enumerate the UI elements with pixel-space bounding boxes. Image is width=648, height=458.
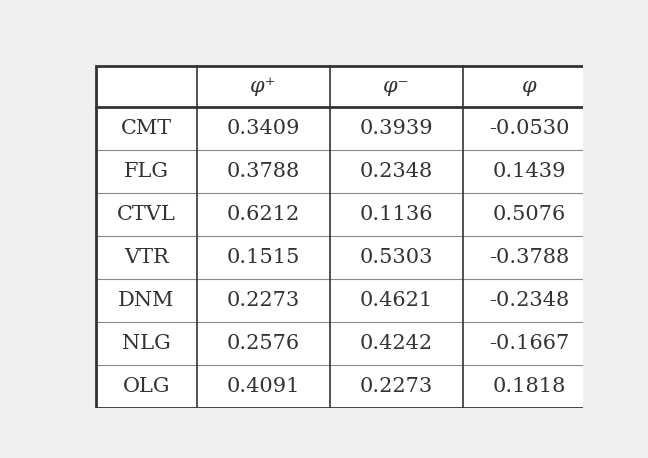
Text: OLG: OLG bbox=[122, 376, 170, 396]
Text: φ: φ bbox=[522, 77, 537, 96]
Text: 0.4621: 0.4621 bbox=[360, 291, 433, 310]
Text: 0.2273: 0.2273 bbox=[360, 376, 433, 396]
Text: -0.0530: -0.0530 bbox=[489, 119, 570, 138]
Text: 0.4242: 0.4242 bbox=[360, 334, 433, 353]
Text: 0.4091: 0.4091 bbox=[226, 376, 300, 396]
Text: DNM: DNM bbox=[118, 291, 174, 310]
Text: CMT: CMT bbox=[121, 119, 172, 138]
Text: 0.3409: 0.3409 bbox=[226, 119, 300, 138]
Text: 0.1515: 0.1515 bbox=[226, 248, 300, 267]
Text: 0.5303: 0.5303 bbox=[360, 248, 433, 267]
Text: 0.2576: 0.2576 bbox=[227, 334, 299, 353]
Text: 0.2273: 0.2273 bbox=[226, 291, 299, 310]
Text: 0.3939: 0.3939 bbox=[360, 119, 433, 138]
Text: -0.2348: -0.2348 bbox=[489, 291, 570, 310]
Text: 0.3788: 0.3788 bbox=[226, 162, 299, 181]
Text: 0.1136: 0.1136 bbox=[360, 205, 433, 224]
Text: φ⁺: φ⁺ bbox=[250, 77, 276, 96]
Text: VTR: VTR bbox=[124, 248, 168, 267]
Text: 0.1439: 0.1439 bbox=[492, 162, 566, 181]
Text: -0.1667: -0.1667 bbox=[489, 334, 570, 353]
Text: CTVL: CTVL bbox=[117, 205, 176, 224]
Text: 0.1818: 0.1818 bbox=[492, 376, 566, 396]
Text: 0.6212: 0.6212 bbox=[226, 205, 299, 224]
Text: φ⁻: φ⁻ bbox=[384, 77, 409, 96]
Text: 0.5076: 0.5076 bbox=[492, 205, 566, 224]
Text: 0.2348: 0.2348 bbox=[360, 162, 433, 181]
Text: NLG: NLG bbox=[122, 334, 170, 353]
Text: -0.3788: -0.3788 bbox=[489, 248, 570, 267]
Text: FLG: FLG bbox=[124, 162, 168, 181]
